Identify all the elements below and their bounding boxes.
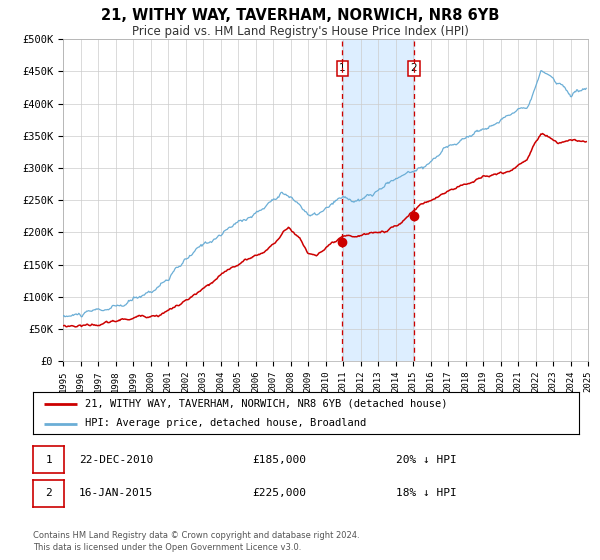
Text: 1: 1 [45,455,52,465]
Text: 22-DEC-2010: 22-DEC-2010 [79,455,154,465]
Text: 21, WITHY WAY, TAVERHAM, NORWICH, NR8 6YB (detached house): 21, WITHY WAY, TAVERHAM, NORWICH, NR8 6Y… [85,399,448,409]
Text: 2: 2 [410,63,417,73]
Text: £225,000: £225,000 [252,488,306,498]
Text: 1: 1 [339,63,346,73]
Text: HPI: Average price, detached house, Broadland: HPI: Average price, detached house, Broa… [85,418,366,428]
Bar [343,39,413,361]
Text: 2: 2 [45,488,52,498]
Text: 20% ↓ HPI: 20% ↓ HPI [396,455,457,465]
Text: This data is licensed under the Open Government Licence v3.0.: This data is licensed under the Open Gov… [33,543,301,552]
Text: 18% ↓ HPI: 18% ↓ HPI [396,488,457,498]
Text: 21, WITHY WAY, TAVERHAM, NORWICH, NR8 6YB: 21, WITHY WAY, TAVERHAM, NORWICH, NR8 6Y… [101,8,499,24]
Text: Price paid vs. HM Land Registry's House Price Index (HPI): Price paid vs. HM Land Registry's House … [131,25,469,38]
Text: £185,000: £185,000 [252,455,306,465]
Text: 16-JAN-2015: 16-JAN-2015 [79,488,154,498]
Text: Contains HM Land Registry data © Crown copyright and database right 2024.: Contains HM Land Registry data © Crown c… [33,531,359,540]
